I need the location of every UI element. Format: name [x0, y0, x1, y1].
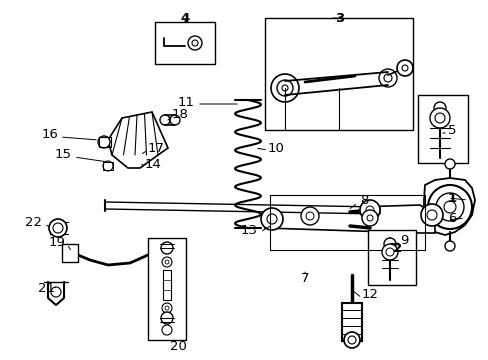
Circle shape — [429, 108, 449, 128]
Text: 10: 10 — [267, 141, 285, 154]
Circle shape — [444, 241, 454, 251]
Circle shape — [420, 204, 442, 226]
Text: 15: 15 — [55, 148, 72, 162]
Text: 16: 16 — [41, 129, 58, 141]
Circle shape — [162, 303, 172, 313]
Circle shape — [361, 210, 377, 226]
Text: 17: 17 — [148, 141, 164, 154]
Text: 5: 5 — [447, 123, 456, 136]
Bar — [99, 137, 111, 147]
Text: 22: 22 — [25, 216, 42, 229]
Bar — [341, 303, 361, 341]
Circle shape — [343, 332, 359, 348]
Polygon shape — [108, 112, 168, 168]
Circle shape — [444, 159, 454, 169]
Circle shape — [427, 185, 471, 229]
Circle shape — [270, 74, 298, 102]
Circle shape — [378, 69, 396, 87]
Circle shape — [49, 219, 67, 237]
Bar — [417, 95, 467, 163]
Circle shape — [396, 60, 412, 76]
Circle shape — [359, 200, 379, 220]
Bar — [264, 18, 412, 130]
Polygon shape — [264, 205, 434, 233]
Circle shape — [103, 161, 113, 171]
Text: 20: 20 — [169, 340, 186, 353]
Text: 7: 7 — [300, 272, 308, 285]
Text: 1: 1 — [447, 192, 456, 204]
Polygon shape — [423, 178, 474, 235]
Circle shape — [161, 242, 173, 254]
Bar — [163, 270, 171, 300]
Text: 19: 19 — [48, 235, 65, 248]
Circle shape — [383, 238, 395, 250]
Bar — [367, 230, 415, 285]
Text: 4: 4 — [180, 12, 189, 25]
Text: 6: 6 — [447, 211, 455, 225]
Bar — [269, 195, 424, 250]
Bar — [103, 162, 113, 170]
Circle shape — [301, 207, 318, 225]
Text: 8: 8 — [359, 194, 367, 207]
Circle shape — [433, 102, 445, 114]
Bar — [155, 22, 215, 64]
Circle shape — [161, 312, 173, 324]
Text: 18: 18 — [172, 108, 188, 122]
Polygon shape — [105, 202, 379, 214]
Circle shape — [381, 244, 397, 260]
Text: 11: 11 — [178, 95, 195, 108]
Text: 2: 2 — [393, 242, 402, 255]
Text: 3: 3 — [335, 12, 344, 25]
Circle shape — [261, 208, 283, 230]
Text: 21: 21 — [38, 282, 55, 294]
Bar — [148, 238, 185, 340]
Circle shape — [162, 257, 172, 267]
Text: 14: 14 — [145, 158, 162, 171]
Circle shape — [162, 325, 172, 335]
Circle shape — [98, 136, 110, 148]
Text: 12: 12 — [361, 288, 378, 302]
Bar — [62, 244, 78, 262]
Text: 13: 13 — [241, 224, 258, 237]
Text: 9: 9 — [399, 234, 407, 247]
